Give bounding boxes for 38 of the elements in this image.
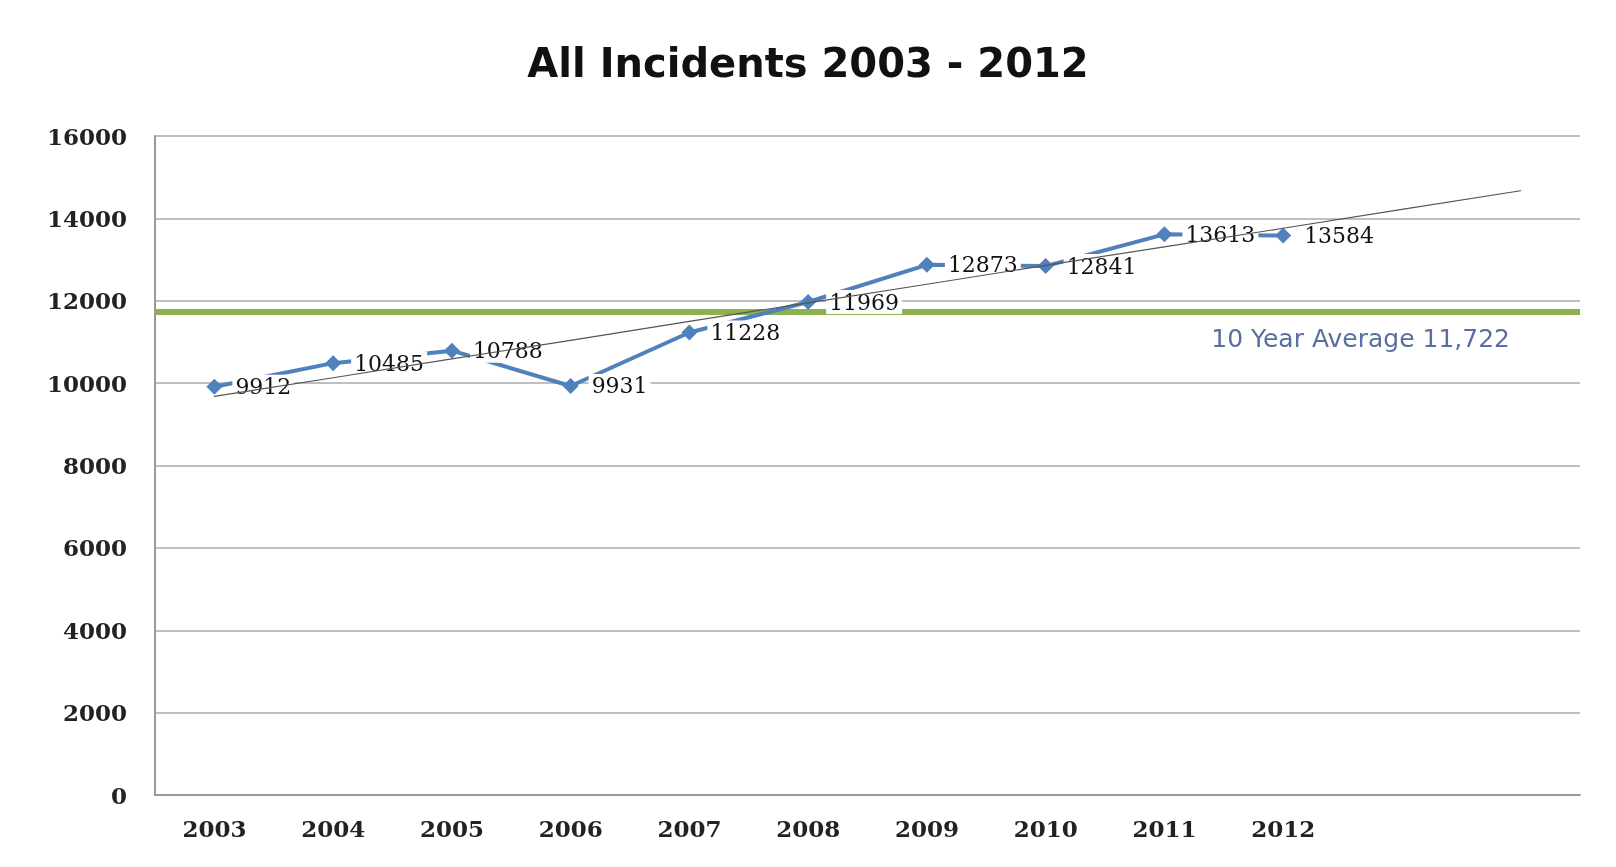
y-tick-label: 12000 bbox=[46, 287, 127, 315]
x-tick-label: 2008 bbox=[776, 815, 841, 842]
point bbox=[206, 378, 223, 395]
y-tick-label: 2000 bbox=[62, 699, 127, 727]
y-tick-label: 6000 bbox=[62, 534, 127, 562]
data-label: 12841 bbox=[1066, 253, 1137, 279]
data-label: 13584 bbox=[1304, 223, 1375, 249]
chart-title: All Incidents 2003 - 2012 bbox=[527, 40, 1089, 86]
x-tick-label: 2009 bbox=[894, 815, 959, 842]
y-tick-label: 16000 bbox=[46, 122, 127, 150]
data-label: 10788 bbox=[472, 338, 543, 364]
x-tick-label: 2004 bbox=[301, 815, 366, 842]
x-tick-label: 2005 bbox=[419, 815, 484, 842]
x-tick-label: 2003 bbox=[182, 815, 247, 842]
ref-line-label: 10 Year Average 11,722 bbox=[1211, 324, 1510, 354]
point bbox=[1275, 227, 1292, 244]
data-label: 12873 bbox=[947, 252, 1018, 278]
data-label: 11969 bbox=[829, 289, 900, 315]
x-tick-label: 2007 bbox=[657, 815, 722, 842]
data-label: 11228 bbox=[710, 320, 781, 346]
point bbox=[1156, 226, 1173, 243]
x-tick-label: 2010 bbox=[1013, 815, 1078, 842]
y-tick-label: 0 bbox=[110, 781, 127, 809]
y-tick-label: 14000 bbox=[46, 204, 127, 232]
y-tick-label: 4000 bbox=[62, 616, 127, 644]
data-label: 13613 bbox=[1185, 221, 1256, 247]
y-tick-label: 8000 bbox=[62, 452, 127, 479]
x-tick-label: 2006 bbox=[538, 815, 603, 842]
x-tick-label: 2012 bbox=[1251, 815, 1316, 842]
x-tick-label: 2011 bbox=[1132, 815, 1197, 842]
data-label: 9931 bbox=[591, 373, 648, 399]
point bbox=[443, 342, 460, 359]
data-label: 10485 bbox=[354, 350, 425, 376]
y-tick-label: 10000 bbox=[46, 369, 127, 397]
point bbox=[325, 355, 342, 372]
point bbox=[562, 377, 579, 394]
point bbox=[681, 324, 698, 341]
point bbox=[918, 256, 935, 273]
